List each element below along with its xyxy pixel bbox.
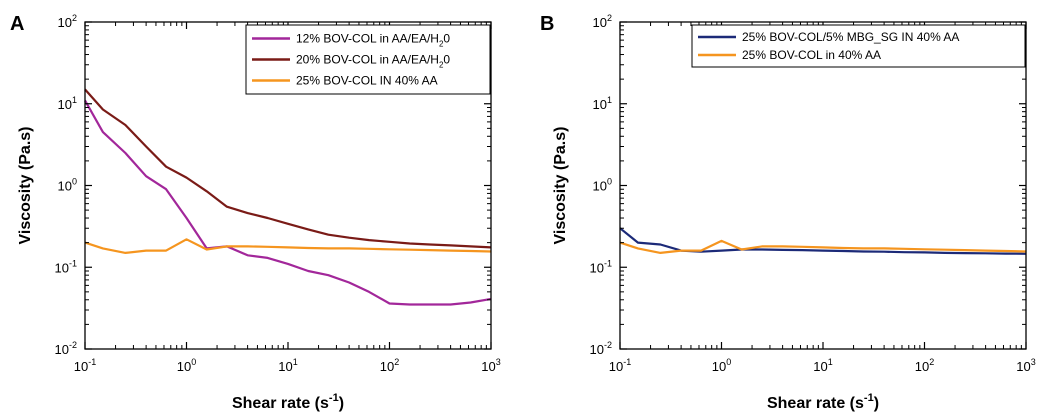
tick-exponent: 2 [929, 357, 934, 367]
x-tick-label: 101 [278, 357, 297, 374]
legend-label: 12% BOV-COL in AA/EA/H20 [296, 32, 450, 49]
y-tick-label: 10-1 [590, 258, 612, 275]
chart-panel-a: A10-1 100 101 102 10310-210-1100101102Shear … [10, 13, 501, 412]
legend-label-tail: 0 [443, 32, 450, 46]
legend-label: 20% BOV-COL in AA/EA/H20 [296, 53, 450, 70]
x-tick-label: 10-1 [609, 357, 631, 374]
x-axis-title-text: Shear rate (s [232, 395, 329, 412]
tick-base: 10 [593, 97, 607, 112]
tick-base: 10 [590, 342, 604, 357]
legend: 25% BOV-COL/5% MBG_SG IN 40% AA 25% BOV-C… [691, 24, 1026, 68]
y-tick-label: 10-1 [55, 258, 77, 275]
x-axis-title-close: ) [874, 395, 879, 412]
y-tick-label: 102 [58, 13, 77, 30]
tick-exponent: 2 [607, 13, 612, 23]
x-axis-title-exponent: -1 [864, 392, 874, 404]
tick-base: 10 [813, 359, 827, 374]
tick-exponent: 1 [293, 357, 298, 367]
tick-exponent: -1 [604, 258, 612, 268]
y-tick-label: 102 [593, 13, 612, 30]
legend-label-tail: 0 [443, 53, 450, 67]
tick-base: 10 [55, 260, 69, 275]
x-tick-label: 103 [481, 357, 500, 374]
legend-label-text: 20% BOV-COL in AA/EA/H [296, 53, 439, 67]
tick-base: 10 [177, 359, 191, 374]
series-line-3 [84, 238, 492, 254]
tick-base: 10 [55, 342, 69, 357]
tick-base: 10 [712, 359, 726, 374]
tick-base: 10 [380, 359, 394, 374]
series-line-2 [619, 239, 1027, 254]
x-tick-label: 102 [380, 357, 399, 374]
tick-base: 10 [58, 15, 72, 30]
panel-letter: B [540, 13, 554, 35]
tick-exponent: 0 [72, 177, 77, 187]
y-tick-label: 101 [593, 95, 612, 112]
legend-label-text: 25% BOV-COL in 40% AA [742, 48, 881, 62]
y-tick-label: 100 [593, 177, 612, 194]
x-tick-label: 101 [813, 357, 832, 374]
x-axis-title: Shear rate (s-1) [767, 392, 879, 412]
tick-exponent: 2 [72, 13, 77, 23]
tick-exponent: -1 [69, 258, 77, 268]
x-axis-title-exponent: -1 [329, 392, 339, 404]
y-tick-label: 100 [58, 177, 77, 194]
panel-letter: A [10, 13, 24, 35]
series-line-1 [84, 99, 492, 306]
legend-label-text: 25% BOV-COL IN 40% AA [296, 74, 438, 88]
y-tick-label: 10-2 [590, 340, 612, 357]
x-tick-label: 103 [1016, 357, 1035, 374]
x-tick-label: 10-1 [74, 357, 96, 374]
y-tick-label: 10-2 [55, 340, 77, 357]
plot-frame [619, 21, 1027, 350]
tick-exponent: 3 [496, 357, 501, 367]
x-axis-title: Shear rate (s-1) [232, 392, 344, 412]
tick-base: 10 [609, 359, 623, 374]
legend-label: 25% BOV-COL in 40% AA [742, 48, 881, 62]
tick-exponent: 1 [828, 357, 833, 367]
chart-panel-b: B10-1 100 101 102 10310-210-1100101102Shear … [540, 13, 1036, 412]
tick-base: 10 [58, 97, 72, 112]
legend-label-text: 25% BOV-COL/5% MBG_SG IN 40% AA [742, 30, 959, 44]
legend-label: 25% BOV-COL IN 40% AA [296, 74, 438, 88]
x-tick-label: 100 [712, 357, 731, 374]
y-tick-label: 101 [58, 95, 77, 112]
series-line-2 [84, 88, 492, 249]
x-tick-label: 102 [915, 357, 934, 374]
legend-label-text: 12% BOV-COL in AA/EA/H [296, 32, 439, 46]
legend-label-subscript: 2 [439, 61, 444, 70]
tick-exponent: 1 [607, 95, 612, 105]
tick-exponent: 1 [72, 95, 77, 105]
tick-exponent: 0 [607, 177, 612, 187]
tick-base: 10 [915, 359, 929, 374]
tick-exponent: 0 [191, 357, 196, 367]
x-axis-title-close: ) [339, 395, 344, 412]
legend-label: 25% BOV-COL/5% MBG_SG IN 40% AA [742, 30, 959, 44]
y-axis-title: Viscosity (Pa.s) [17, 127, 34, 245]
tick-base: 10 [481, 359, 495, 374]
tick-exponent: -2 [69, 340, 77, 350]
tick-exponent: -1 [88, 357, 96, 367]
y-axis-title: Viscosity (Pa.s) [552, 127, 569, 245]
tick-exponent: 0 [726, 357, 731, 367]
tick-base: 10 [593, 15, 607, 30]
tick-exponent: -1 [623, 357, 631, 367]
legend-label-subscript: 2 [439, 40, 444, 49]
tick-exponent: 2 [394, 357, 399, 367]
tick-base: 10 [58, 179, 72, 194]
tick-base: 10 [1016, 359, 1030, 374]
tick-base: 10 [74, 359, 88, 374]
x-axis-title-text: Shear rate (s [767, 395, 864, 412]
legend-box [691, 24, 1026, 68]
tick-base: 10 [590, 260, 604, 275]
tick-base: 10 [278, 359, 292, 374]
x-tick-label: 100 [177, 357, 196, 374]
tick-exponent: 3 [1031, 357, 1036, 367]
tick-exponent: -2 [604, 340, 612, 350]
tick-base: 10 [593, 179, 607, 194]
